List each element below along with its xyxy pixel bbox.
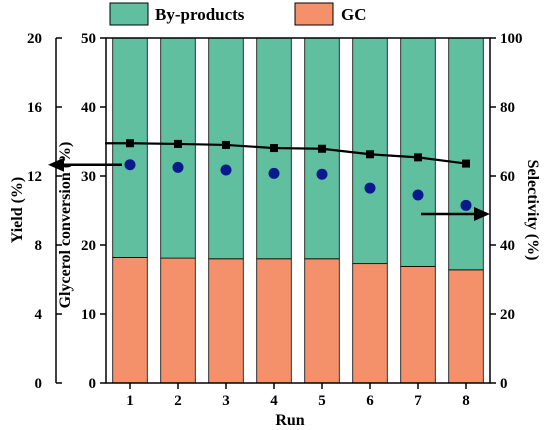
yield-point-5: [316, 168, 328, 180]
yield-point-2: [172, 161, 184, 173]
x-tick-label: 8: [462, 393, 470, 409]
bar-gc-2: [160, 257, 196, 384]
legend-label-byproducts: By-products: [155, 5, 245, 24]
bar-gc-1: [112, 257, 148, 384]
selectivity-point-7: [414, 153, 422, 162]
bar-gc-8: [448, 269, 484, 384]
bar-byproducts-2: [160, 37, 196, 259]
x-tick-label: 7: [414, 393, 422, 409]
yield-point-8: [460, 199, 472, 211]
bar-gc-4: [256, 258, 292, 384]
conversion-tick-label: 0: [89, 376, 97, 392]
conversion-tick-label: 10: [81, 307, 96, 323]
yield-tick-label: 4: [35, 307, 43, 323]
conversion-axis-title: Glycerol conversion (%): [57, 142, 74, 309]
bar-byproducts-1: [112, 37, 148, 258]
selectivity-point-1: [126, 139, 134, 148]
yield-axis-title: Yield (%): [9, 177, 26, 244]
bar-byproducts-7: [400, 37, 436, 267]
yield-point-1: [124, 159, 136, 171]
x-tick-label: 4: [270, 393, 278, 409]
yield-tick-label: 20: [27, 31, 42, 47]
selectivity-tick-label: 80: [500, 100, 515, 116]
selectivity-point-4: [270, 144, 278, 153]
bar-gc-7: [400, 265, 436, 384]
legend-label-gc: GC: [341, 5, 367, 24]
selectivity-point-8: [462, 159, 470, 168]
yield-point-3: [220, 164, 232, 176]
selectivity-tick-label: 0: [500, 376, 508, 392]
selectivity-axis-title: Selectivity (%): [524, 160, 541, 261]
x-tick-label: 6: [366, 393, 374, 409]
legend: By-products GC: [109, 2, 367, 26]
x-tick-label: 5: [318, 393, 326, 409]
x-tick-label: 2: [174, 393, 182, 409]
selectivity-tick-label: 40: [500, 238, 515, 254]
yield-point-4: [268, 167, 280, 179]
legend-swatch-gc: [294, 2, 334, 26]
selectivity-tick-label: 20: [500, 307, 515, 323]
bar-byproducts-8: [448, 37, 484, 271]
yield-tick-label: 0: [35, 376, 43, 392]
selectivity-axis-arrowhead: [474, 206, 490, 221]
bar-gc-3: [208, 258, 244, 384]
x-axis-title: Run: [275, 412, 304, 429]
selectivity-point-2: [174, 139, 182, 148]
selectivity-tick-label: 60: [500, 169, 515, 185]
conversion-tick-label: 50: [81, 31, 96, 47]
bar-gc-5: [304, 258, 340, 384]
bar-gc-6: [352, 263, 388, 384]
conversion-tick-label: 30: [81, 169, 96, 185]
selectivity-point-6: [366, 150, 374, 159]
conversion-tick-label: 40: [81, 100, 96, 116]
selectivity-tick-label: 100: [500, 31, 523, 47]
plot-frame: [105, 37, 491, 384]
x-tick-label: 3: [222, 393, 230, 409]
yield-tick-label: 8: [35, 238, 43, 254]
conversion-tick-label: 20: [81, 238, 96, 254]
yield-point-6: [364, 182, 376, 194]
selectivity-point-5: [318, 144, 326, 153]
legend-swatch-byproducts: [109, 2, 149, 26]
yield-tick-label: 16: [27, 100, 43, 116]
x-tick-label: 1: [126, 393, 134, 409]
selectivity-point-3: [222, 140, 230, 149]
yield-tick-label: 12: [27, 169, 42, 185]
yield-point-7: [412, 189, 424, 201]
